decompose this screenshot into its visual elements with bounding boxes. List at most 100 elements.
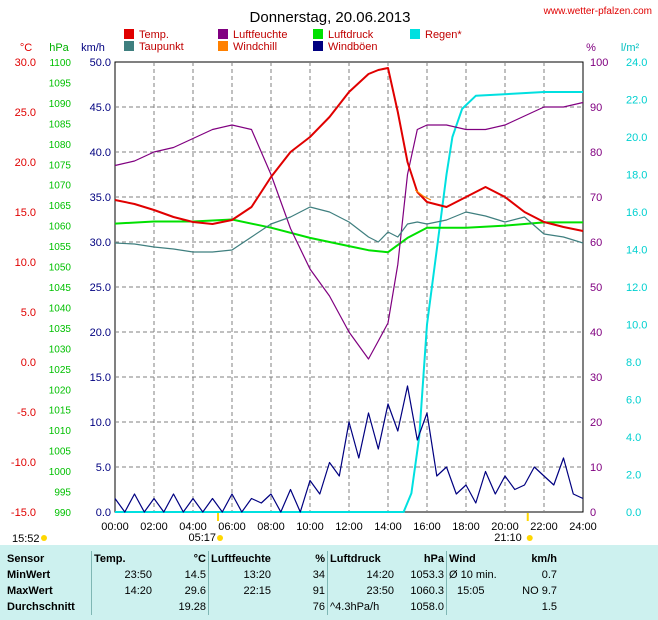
pressure-tick-label: 1015 — [49, 406, 72, 417]
stats-header-wind-unit: km/h — [531, 553, 557, 565]
humidity-tick-label: 40 — [590, 327, 602, 339]
grid — [114, 61, 584, 513]
series-line-luftfeuchte — [114, 101, 584, 360]
rain-tick-label: 0.0 — [626, 507, 641, 519]
humidity-tick-label: 50 — [590, 282, 602, 294]
weather-chart: Donnerstag, 20.06.2013 www.wetter-pfalze… — [11, 6, 652, 545]
pressure-tick-label: 1035 — [49, 324, 72, 335]
pressure-tick-label: 1095 — [49, 78, 72, 89]
stats-row-label: MaxWert — [7, 585, 53, 597]
temp-tick-label: -5.0 — [17, 407, 36, 419]
stats-pressure-time: 14:20 — [327, 567, 402, 583]
stats-temp-value: 29.6 — [184, 585, 206, 597]
legend-swatch — [218, 41, 228, 51]
stats-humidity-value: 76 — [312, 601, 325, 613]
stats-temp-time: 23:50 — [91, 567, 158, 583]
series-line-windböen — [114, 385, 584, 513]
statistics-panel: Sensor Temp. °C Luftfeuchte % Luftdruck … — [0, 545, 658, 620]
wind-tick-label: 25.0 — [90, 282, 111, 294]
legend-swatch — [313, 29, 323, 39]
stats-wind-value: NO 9.7 — [522, 585, 557, 597]
temp-tick-label: -15.0 — [11, 507, 36, 519]
statistics-table: Sensor Temp. °C Luftfeuchte % Luftdruck … — [5, 551, 559, 615]
sun-markers: 15:52 05:17 21:10 — [12, 513, 533, 545]
humidity-tick-label: 70 — [590, 192, 602, 204]
legend-swatch — [124, 29, 134, 39]
stats-header-temp-unit: °C — [193, 553, 206, 565]
humidity-tick-label: 60 — [590, 237, 602, 249]
stats-wind-time: 15:05 — [446, 583, 511, 599]
pressure-tick-label: 1010 — [49, 426, 72, 437]
stats-header-sensor: Sensor — [7, 553, 45, 565]
x-tick-label: 06:00 — [218, 521, 246, 533]
sunset-marker — [526, 513, 529, 521]
stats-temp-value: 19.28 — [178, 601, 206, 613]
temp-unit: °C — [20, 42, 32, 54]
pressure-tick-label: 1070 — [49, 181, 72, 192]
pressure-tick-label: 1030 — [49, 344, 72, 355]
humidity-tick-label: 0 — [590, 507, 596, 519]
rain-tick-label: 2.0 — [626, 470, 641, 482]
pressure-unit: hPa — [49, 42, 69, 54]
stats-header-temp: Temp. — [91, 551, 158, 567]
sunrise-marker — [217, 513, 220, 521]
series-line-temp — [114, 67, 584, 232]
pressure-tick-label: 1090 — [49, 99, 72, 110]
legend-swatch — [313, 41, 323, 51]
rain-tick-label: 22.0 — [626, 95, 647, 107]
stats-header-humidity-unit: % — [315, 553, 325, 565]
rain-tick-label: 14.0 — [626, 245, 647, 257]
temp-tick-label: 20.0 — [15, 157, 36, 169]
rain-tick-label: 8.0 — [626, 357, 641, 369]
humidity-tick-label: 100 — [590, 57, 608, 69]
stats-row-avg: Durchschnitt 19.28 76 ^4.3hPa/h 1058.0 1… — [5, 599, 559, 615]
stats-pressure-value: 1060.3 — [410, 585, 444, 597]
legend-label: Windböen — [328, 41, 378, 53]
pressure-tick-label: 1100 — [49, 58, 71, 69]
sunset-label: 21:10 — [494, 532, 522, 544]
x-tick-label: 18:00 — [452, 521, 480, 533]
stats-humidity-time — [208, 599, 301, 615]
x-tick-label: 08:00 — [257, 521, 285, 533]
rain-tick-label: 16.0 — [626, 207, 647, 219]
humidity-tick-label: 10 — [590, 462, 602, 474]
stats-header-pressure: Luftdruck — [327, 551, 402, 567]
stats-row-min: MinWert 23:50 14.5 13:20 34 14:20 1053.3… — [5, 567, 559, 583]
rain-tick-label: 10.0 — [626, 320, 647, 332]
stats-humidity-value: 91 — [312, 585, 325, 597]
pressure-tick-label: 1075 — [49, 160, 72, 171]
temp-tick-label: -10.0 — [11, 457, 36, 469]
sun-icon — [217, 535, 224, 541]
wind-tick-label: 45.0 — [90, 102, 111, 114]
temp-tick-label: 5.0 — [21, 307, 36, 319]
temp-tick-label: 15.0 — [15, 207, 36, 219]
pressure-tick-label: 1045 — [49, 283, 72, 294]
wind-tick-label: 15.0 — [90, 372, 111, 384]
pressure-tick-label: 1085 — [49, 119, 72, 130]
stats-wind-value: 1.5 — [541, 601, 557, 613]
temp-tick-label: 30.0 — [15, 57, 36, 69]
stats-pressure-time: ^4.3hPa/h — [327, 599, 402, 615]
pressure-tick-label: 1005 — [49, 447, 72, 458]
stats-temp-time — [91, 599, 158, 615]
stats-temp-time: 14:20 — [91, 583, 158, 599]
wind-tick-label: 35.0 — [90, 192, 111, 204]
chart-title: Donnerstag, 20.06.2013 — [250, 9, 411, 26]
x-tick-label: 22:00 — [530, 521, 558, 533]
stats-humidity-time: 22:15 — [208, 583, 301, 599]
stats-header-humidity: Luftfeuchte — [208, 551, 301, 567]
x-tick-label: 12:00 — [335, 521, 363, 533]
wind-tick-label: 20.0 — [90, 327, 111, 339]
humidity-tick-label: 90 — [590, 102, 602, 114]
humidity-tick-label: 80 — [590, 147, 602, 159]
x-tick-label: 14:00 — [374, 521, 402, 533]
rain-tick-label: 12.0 — [626, 282, 647, 294]
pressure-tick-label: 995 — [54, 488, 71, 499]
legend-label: Regen* — [425, 29, 462, 41]
pressure-tick-label: 990 — [54, 508, 71, 519]
legend-swatch — [410, 29, 420, 39]
pressure-tick-label: 1055 — [49, 242, 72, 253]
sun-icon — [41, 535, 47, 541]
pressure-tick-label: 1080 — [49, 140, 72, 151]
